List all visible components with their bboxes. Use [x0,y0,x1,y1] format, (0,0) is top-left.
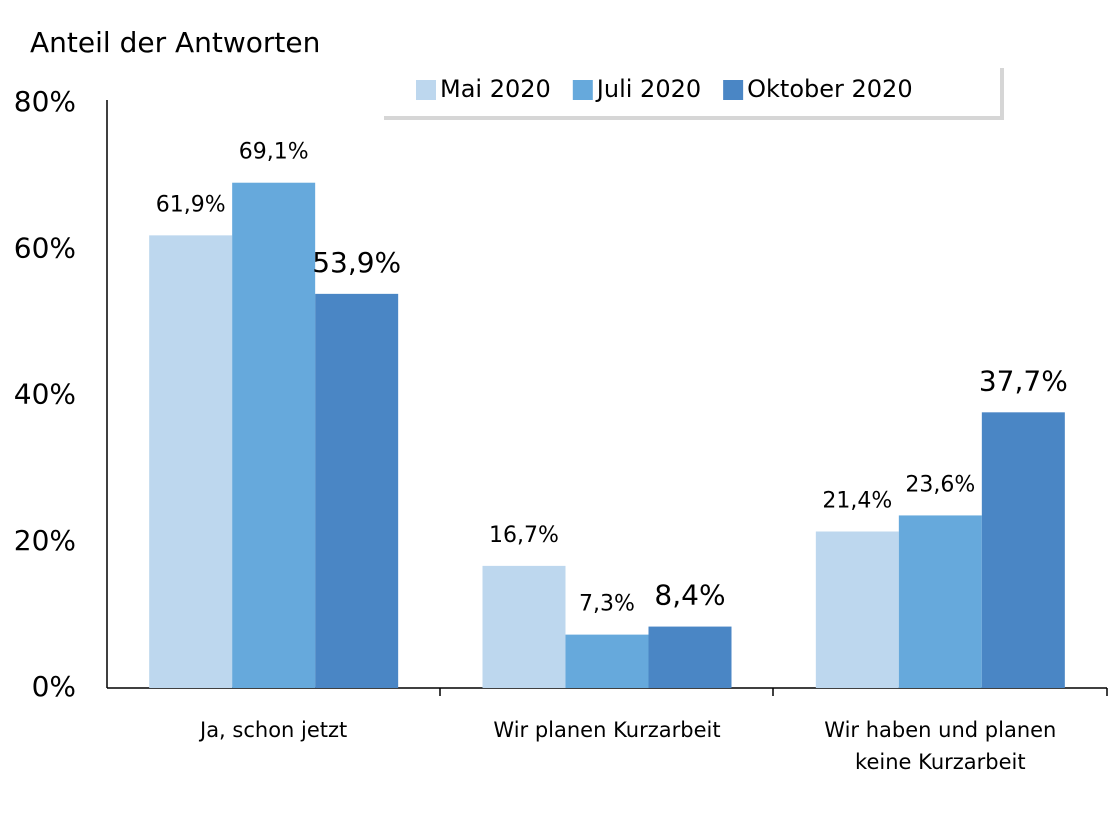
bar [565,634,649,688]
x-tick-label: Ja, schon jetzt [200,718,348,742]
y-tick-label: 20% [14,524,76,557]
legend-swatch [572,80,593,100]
bar [232,182,316,689]
y-tick-label: 0% [32,670,76,703]
data-label: 37,7% [979,364,1068,397]
bar [898,515,982,688]
data-label: 8,4% [654,579,725,612]
legend-label: Juli 2020 [595,75,701,103]
data-label: 23,6% [905,472,975,497]
x-tick-label: Wir haben und planen keine Kurzarbeit [824,718,1057,774]
x-tick-label: Wir planen Kurzarbeit [493,718,721,742]
legend-label: Oktober 2020 [747,75,912,103]
legend-swatch [723,80,744,100]
data-label: 69,1% [239,140,309,165]
bar [648,626,732,688]
y-tick-label: 80% [14,85,76,118]
data-label: 61,9% [156,192,226,217]
legend-swatch [416,80,436,100]
bar [149,235,233,688]
data-label: 53,9% [312,246,401,279]
bar [815,531,899,688]
bar [315,293,399,688]
data-label: 7,3% [579,592,635,617]
chart-title: Anteil der Antworten [30,26,320,59]
legend-box [380,64,1000,116]
bar [482,565,566,688]
data-label: 21,4% [822,489,892,514]
data-label: 16,7% [489,523,559,548]
y-tick-label: 40% [14,378,76,411]
bar [981,412,1065,688]
legend-label: Mai 2020 [440,75,551,103]
y-tick-label: 60% [14,231,76,264]
